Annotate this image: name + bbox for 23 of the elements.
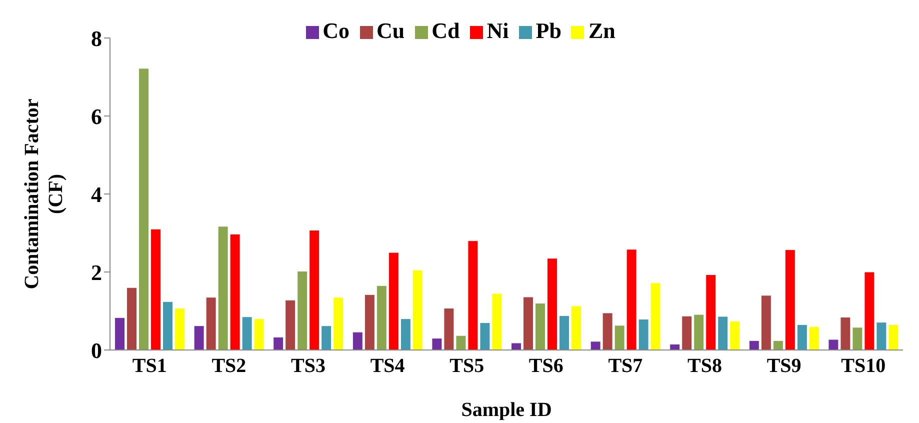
- x-tick-label: TS8: [688, 355, 722, 378]
- legend-label: Cu: [376, 18, 405, 43]
- x-tick-label: TS4: [370, 355, 405, 378]
- y-tick-label: 2: [91, 260, 102, 285]
- y-tick-label: 4: [91, 182, 102, 207]
- legend-label: Pb: [536, 18, 562, 43]
- x-tick-label: TS1: [132, 355, 167, 378]
- x-tick-label: TS10: [841, 355, 886, 378]
- x-tick-label: TS6: [528, 355, 564, 378]
- x-tick-label: TS5: [450, 355, 484, 378]
- x-tick-label: TS2: [212, 355, 246, 378]
- y-tick-label: 8: [91, 26, 102, 51]
- y-tick-label: 0: [91, 338, 102, 363]
- x-tick-label: TS7: [608, 355, 643, 378]
- legend-label: Co: [322, 18, 350, 43]
- x-tick-label: TS9: [766, 355, 802, 378]
- legend-label: Cd: [432, 18, 460, 43]
- legend-label: Zn: [588, 18, 616, 43]
- x-tick-label: TS3: [291, 355, 326, 378]
- y-tick-label: 6: [91, 104, 102, 129]
- legend-label: Ni: [486, 18, 509, 43]
- x-axis-title: Sample ID: [461, 399, 552, 421]
- y-axis-title: Contamination Factor (CF): [21, 98, 67, 290]
